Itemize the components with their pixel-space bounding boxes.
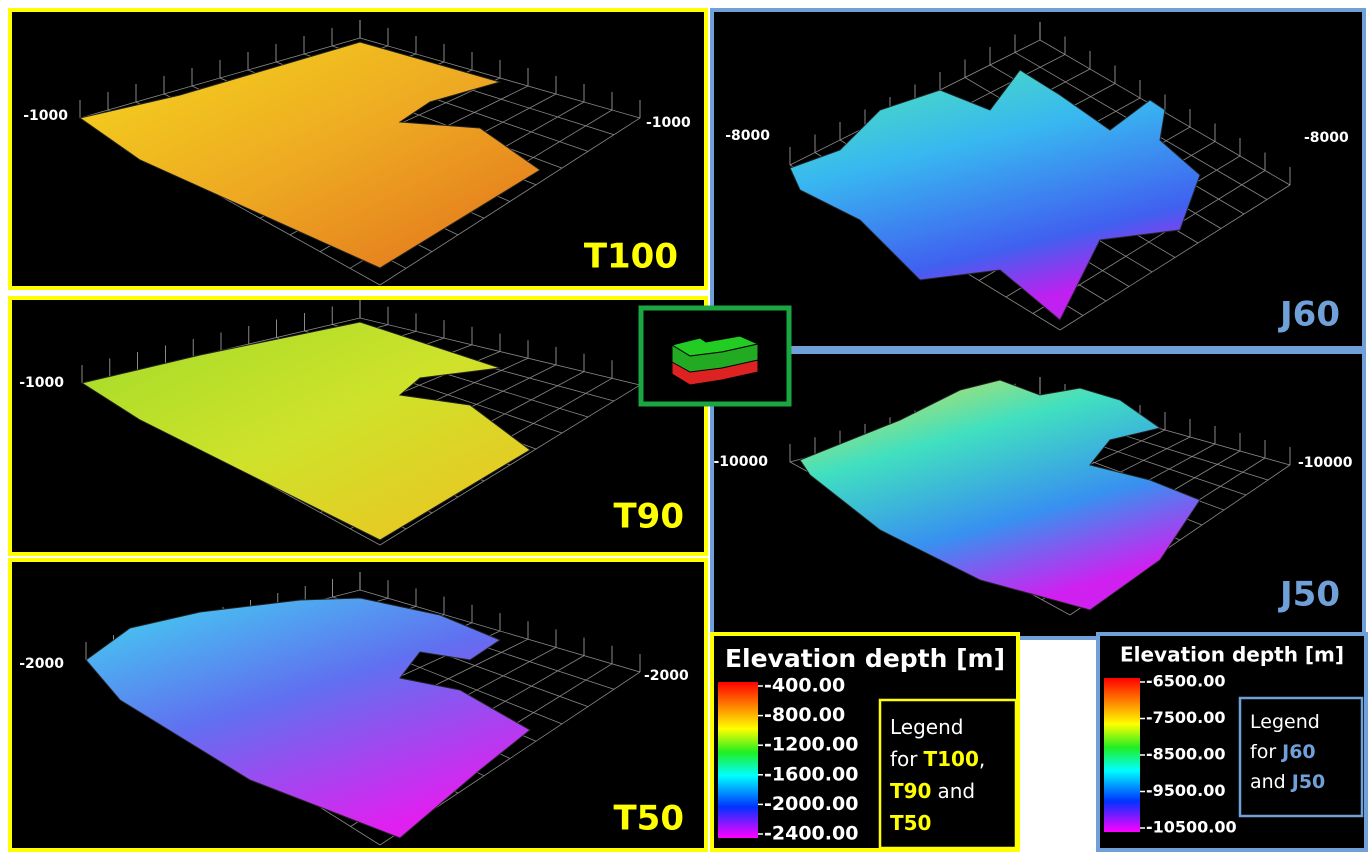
panel-label: J50 (1278, 575, 1340, 615)
axis-label: -1000 (23, 108, 68, 124)
colorbar-tick-label: -2000.00 (764, 793, 858, 815)
axis-label: -2000 (644, 668, 689, 684)
colorbar-tick-label: -9500.00 (1146, 781, 1226, 800)
legend-note-word: for (890, 747, 918, 771)
colorbar-tick-label: -1200.00 (764, 734, 858, 756)
legend-note-word: T50 (890, 811, 931, 835)
colorbar-tick-label: -7500.00 (1146, 708, 1226, 727)
axis-label: -2000 (19, 656, 64, 672)
axis-label: -8000 (1304, 130, 1349, 146)
axis-label: -8000 (725, 128, 770, 144)
colorbar-tick-label: -10500.00 (1146, 818, 1237, 837)
legend-note-line: Legend (890, 715, 963, 739)
orientation-icon (641, 308, 789, 404)
colorbar (1104, 678, 1140, 832)
axis-label: -10000 (1298, 455, 1353, 471)
figure: T100 -1000 -1000 T90 -1000 T50 -2000 -2000 J60 -8… (0, 0, 1368, 852)
legend-note-word: for (1250, 741, 1276, 763)
colorbar (718, 682, 758, 838)
colorbar-tick-label: -8500.00 (1146, 745, 1226, 764)
legend-note-word: and (1250, 771, 1286, 793)
legend-note-word: T100 (924, 747, 979, 771)
legend-note-word: and (937, 779, 975, 803)
colorbar-tick-label: -400.00 (764, 675, 845, 697)
legend-note-line: Legend (1250, 711, 1320, 733)
panel-label: J60 (1278, 295, 1340, 335)
colorbar-tick-label: -800.00 (764, 704, 845, 726)
axis-label: -10000 (713, 454, 768, 470)
legend-title: Elevation depth [m] (725, 644, 1005, 673)
legend-note-word: T90 (890, 779, 931, 803)
legend-note-word: Legend (1250, 711, 1320, 733)
colorbar-tick-label: -1600.00 (764, 763, 858, 785)
axis-label: -1000 (646, 115, 691, 131)
axis-label: -1000 (19, 375, 64, 391)
colorbar-tick-label: -6500.00 (1146, 672, 1226, 691)
content: T100 -1000 -1000 T90 -1000 T50 -2000 -2000 J60 -8… (10, 10, 1366, 850)
legend-note-word: J60 (1280, 741, 1316, 763)
legend-title: Elevation depth [m] (1120, 643, 1344, 667)
colorbar-tick-label: -2400.00 (764, 823, 858, 845)
legend-note-word: Legend (890, 715, 963, 739)
panel-label: T100 (584, 237, 678, 277)
panel-label: T90 (613, 497, 684, 537)
legend-note-word: J50 (1290, 771, 1326, 793)
legend-note-word: , (979, 747, 985, 771)
legend-note-line: T50 (890, 811, 931, 835)
panel-label: T50 (613, 799, 684, 839)
